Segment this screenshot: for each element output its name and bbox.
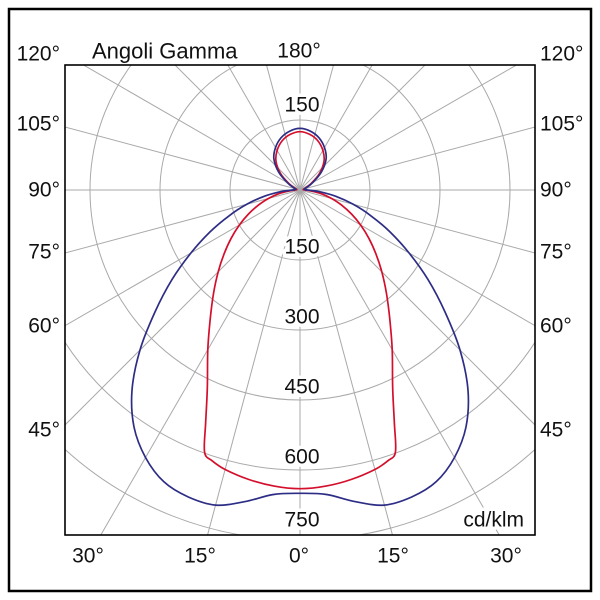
grid-radial-line-135	[299, 65, 426, 191]
grid-radial-line-105	[299, 126, 535, 191]
radial-label-150-top: 150	[284, 94, 319, 117]
grid-radial-line-75	[299, 189, 535, 254]
grid-radial-line-315	[65, 189, 301, 426]
outer-border	[7, 7, 593, 593]
unit-label: cd/klm	[463, 509, 524, 532]
grid-radial-line-15	[299, 189, 393, 535]
right-angle-label-60: 60°	[540, 315, 572, 338]
bottom-angle-label-30-left: 30°	[72, 545, 104, 568]
bottom-angle-label-15-right: 15°	[377, 545, 409, 568]
right-angle-label-120: 120°	[540, 43, 583, 66]
radial-label-750: 750	[284, 509, 319, 532]
right-angle-label-75: 75°	[540, 241, 572, 264]
left-angle-label-105: 105°	[17, 113, 60, 136]
left-angle-label-60: 60°	[28, 315, 60, 338]
intensity-curves	[130, 127, 470, 507]
grid-radial-line-165	[299, 65, 335, 191]
left-angle-label-75: 75°	[28, 241, 60, 264]
radial-label-450: 450	[284, 376, 319, 399]
radial-label-150: 150	[284, 236, 319, 259]
grid-radial-line-195	[265, 65, 301, 191]
grid-radial-line-255	[65, 126, 301, 191]
right-angle-label-105: 105°	[540, 113, 583, 136]
right-angle-label-45: 45°	[540, 419, 572, 442]
left-angle-label-120: 120°	[17, 43, 60, 66]
bottom-angle-label-15-left: 15°	[184, 545, 216, 568]
grid-radial-line-210	[227, 65, 301, 191]
grid-radial-line-345	[207, 189, 301, 535]
blue-intensity-curve	[130, 127, 470, 507]
grid-radial-line-330	[100, 189, 301, 535]
radial-label-300: 300	[284, 306, 319, 329]
grid-radial-line-300	[65, 189, 301, 327]
grid-radial-line-240	[82, 65, 301, 191]
grid-radial-line-45	[299, 189, 535, 426]
chart-frame	[64, 64, 536, 536]
bottom-angle-label-30-right: 30°	[490, 545, 522, 568]
radial-label-600: 600	[284, 446, 319, 469]
right-angle-label-90: 90°	[540, 179, 572, 202]
bottom-angle-label-0: 0°	[289, 545, 309, 568]
left-angle-label-45: 45°	[28, 419, 60, 442]
grid-radial-line-120	[299, 65, 518, 191]
grid-radial-line-30	[299, 189, 500, 535]
grid-radial-line-285	[65, 189, 301, 254]
left-angle-label-90: 90°	[28, 179, 60, 202]
top-angle-label-180: 180°	[277, 40, 320, 63]
chart-title: Angoli Gamma	[92, 39, 238, 64]
grid-radial-line-150	[299, 65, 373, 191]
grid-radial-line-225	[174, 65, 301, 191]
grid-radial-line-60	[299, 189, 535, 327]
